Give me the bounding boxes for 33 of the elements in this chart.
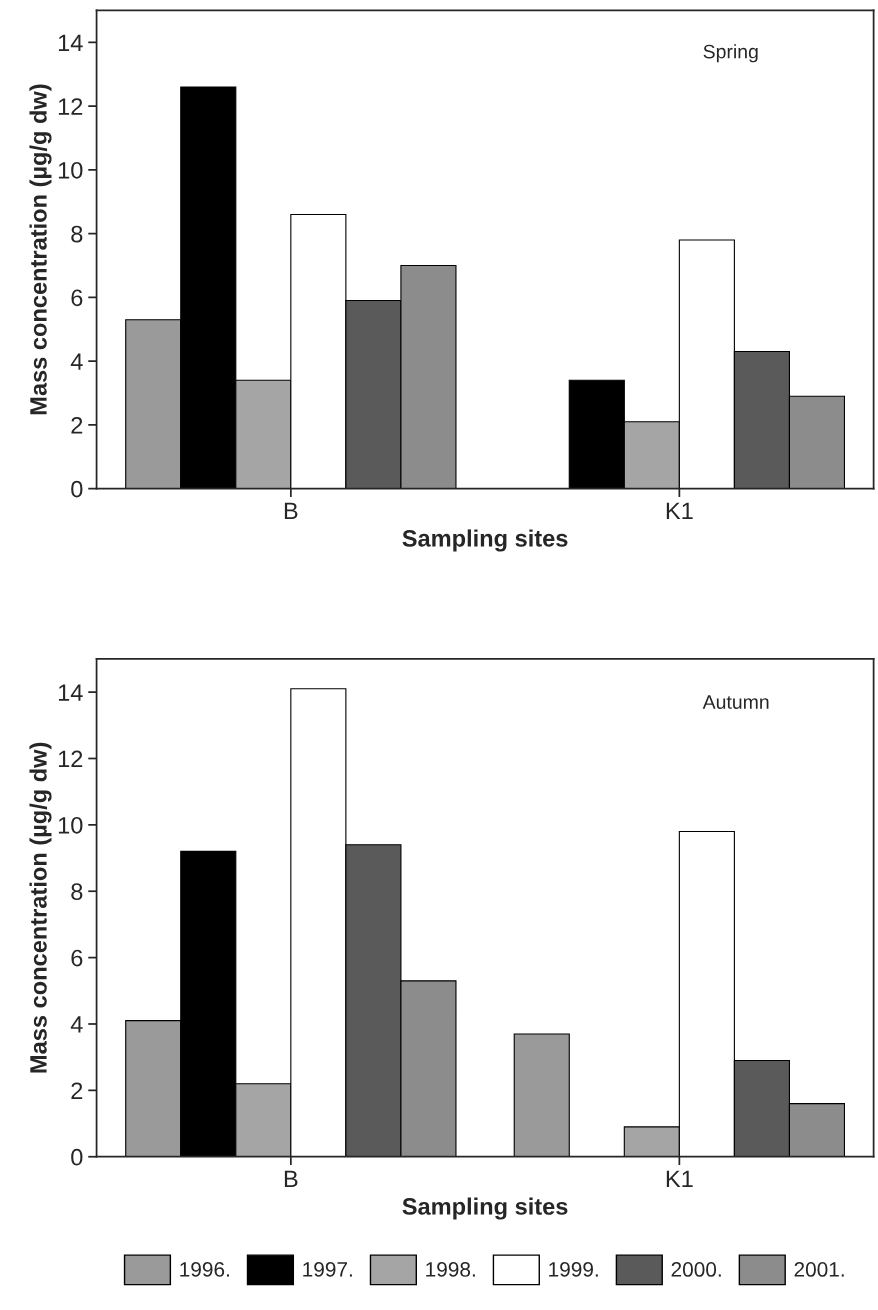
y-tick-label: 0 — [71, 480, 83, 498]
y-tick-label: 0 — [71, 1148, 83, 1166]
legend-label: 1996. — [180, 1262, 229, 1277]
y-tick-label: 14 — [58, 684, 83, 701]
x-axis-title: Sampling sites — [402, 1197, 568, 1220]
y-tick-label: 4 — [70, 353, 83, 370]
y-tick-label: 6 — [71, 289, 83, 307]
legend-label: 1997. — [303, 1262, 352, 1277]
legend-label: 1998. — [426, 1262, 475, 1277]
legend-label: 2001. — [794, 1262, 844, 1277]
y-tick-label: 8 — [71, 225, 83, 243]
y-tick-label: 14 — [58, 34, 83, 51]
y-axis-title: Mass concentration (µg/g dw) — [29, 742, 52, 1073]
y-tick-label: 2 — [71, 1082, 83, 1099]
y-tick-label: 10 — [58, 161, 83, 179]
y-tick-label: 6 — [71, 949, 83, 967]
x-tick-label: K1 — [666, 1170, 693, 1188]
y-tick-label: 8 — [71, 883, 83, 901]
x-tick-label: B — [284, 502, 298, 519]
annotation: Autumn — [702, 695, 769, 709]
annotation: Spring — [703, 44, 758, 63]
x-axis-title: Sampling sites — [402, 529, 568, 552]
y-tick-label: 12 — [58, 98, 83, 115]
y-tick-label: 12 — [58, 750, 83, 768]
y-tick-label: 10 — [58, 816, 83, 834]
x-tick-label: B — [284, 1170, 298, 1188]
y-tick-label: 4 — [70, 1016, 83, 1033]
legend-label: 1999. — [549, 1262, 598, 1277]
y-axis-title: Mass concentration (µg/g dw) — [29, 84, 52, 415]
x-tick-label: K1 — [666, 502, 693, 519]
y-tick-label: 2 — [71, 416, 83, 434]
legend-label: 2000. — [671, 1262, 721, 1277]
bar — [513, 1033, 570, 1157]
